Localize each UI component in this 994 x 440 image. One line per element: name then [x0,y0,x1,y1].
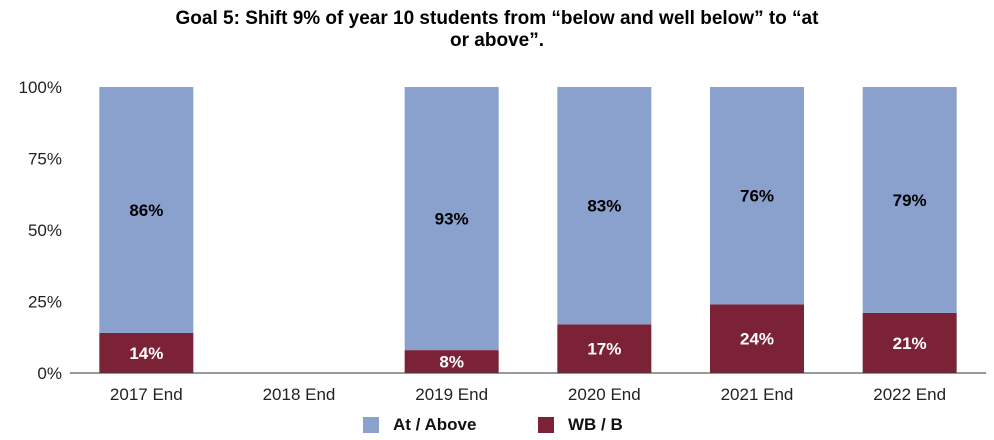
y-tick-label: 100% [19,78,62,97]
x-axis: 2017 End 2018 End 2019 End 2020 End 2021 End… [70,372,986,404]
bar-at-above [710,87,804,305]
y-axis: 0% 25% 50% 75% 100% [19,78,62,383]
data-label-wb-b: 8% [439,353,464,372]
data-label-wb-b: 21% [893,334,927,353]
data-label-at-above: 86% [129,201,163,220]
chart-title-line-1: Goal 5: Shift 9% of year 10 students fro… [175,8,819,29]
y-tick-label: 50% [28,221,62,240]
bar-at-above [99,87,194,333]
legend: At / Above WB / B [363,415,623,434]
y-tick-label: 75% [28,150,62,169]
bars: 14% 86% 8% 93% 17% 83% 24% 76% 21% 79% [99,87,957,373]
x-tick-label: 2020 End [568,385,641,404]
x-tick-label: 2021 End [721,385,794,404]
legend-label-at-above: At / Above [393,415,476,434]
data-label-at-above: 79% [893,191,927,210]
x-tick-label: 2018 End [263,385,336,404]
legend-swatch-at-above [363,417,379,433]
data-label-at-above: 83% [587,197,621,216]
legend-swatch-wb-b [538,417,554,433]
data-label-wb-b: 14% [129,344,163,363]
bar-wb-b [557,324,652,373]
bar-wb-b [99,332,194,373]
bar-wb-b [404,350,499,373]
bar-at-above [557,87,652,325]
y-tick-label: 0% [37,364,62,383]
x-tick-label: 2017 End [110,385,183,404]
chart-title: Goal 5: Shift 9% of year 10 students fro… [0,8,994,52]
chart-title-line-2: or above”. [450,30,544,51]
x-tick-label: 2019 End [415,385,488,404]
bar-wb-b [710,304,804,373]
y-tick-label: 25% [28,293,62,312]
legend-label-wb-b: WB / B [568,415,623,434]
x-tick-label: 2022 End [873,385,946,404]
data-label-wb-b: 17% [587,340,621,359]
bar-at-above [404,87,499,351]
data-label-at-above: 93% [435,210,469,229]
data-label-at-above: 76% [740,187,774,206]
bar-wb-b [862,312,957,373]
bar-at-above [862,87,957,313]
data-label-wb-b: 24% [740,330,774,349]
